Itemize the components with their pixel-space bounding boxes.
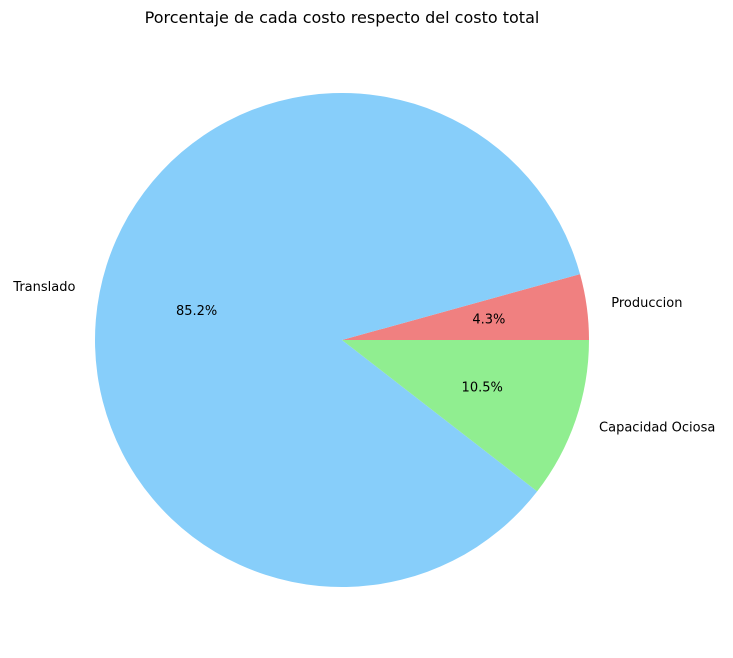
slice-label-capacidad-ociosa: Capacidad Ociosa — [599, 421, 715, 436]
pie-slice-capacidad-ociosa — [342, 340, 589, 492]
slice-percent-produccion: 4.3% — [472, 313, 505, 328]
slice-percent-capacidad-ociosa: 10.5% — [462, 381, 503, 396]
pie-slices — [95, 92, 589, 587]
slice-label-translado: Translado — [12, 280, 75, 295]
pie-labels: Produccion 4.3% Translado 85.2% Capacidad Oc… — [12, 280, 715, 436]
chart-title: Porcentaje de cada costo respecto del co… — [145, 8, 540, 27]
slice-label-produccion: Produccion — [611, 296, 682, 311]
slice-percent-translado: 85.2% — [176, 304, 217, 319]
pie-slice-translado — [95, 92, 581, 587]
pie-slice-produccion — [342, 274, 589, 340]
